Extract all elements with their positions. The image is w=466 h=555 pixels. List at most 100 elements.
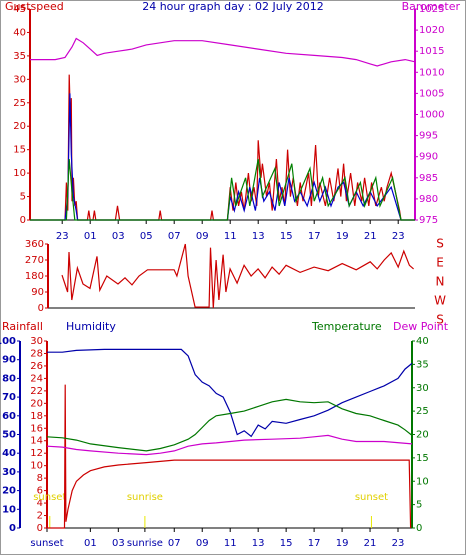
- y-tick-label: 40: [13, 27, 26, 38]
- legend-label: Barometer: [402, 0, 461, 13]
- y-tick-label: 70: [2, 392, 16, 403]
- x-tick-label: 15: [280, 538, 293, 549]
- y-tick-label: 16: [30, 423, 43, 434]
- compass-label: S: [436, 313, 444, 327]
- y-tick-label: 0: [20, 215, 26, 226]
- y-tick-label: 1010: [419, 67, 444, 78]
- y-tick-label: 1000: [419, 110, 444, 121]
- y-tick-label: 1025: [419, 4, 444, 15]
- y-tick-label: 30: [416, 383, 429, 394]
- y-tick-label: 30: [30, 336, 43, 347]
- chart-title: 24 hour graph day : 02 July 2012: [142, 0, 324, 13]
- y-tick-label: 6: [37, 486, 43, 497]
- x-tick-label: 01: [84, 231, 97, 242]
- legend-label: Gustspeed: [5, 0, 64, 13]
- y-tick-label: 40: [416, 336, 429, 347]
- series-line: [47, 348, 413, 438]
- y-tick-label: 0: [9, 523, 16, 534]
- y-tick-label: 14: [30, 436, 43, 447]
- x-tick-label: 17: [308, 538, 321, 549]
- legend-label: Temperature: [311, 320, 382, 333]
- x-tick-label: 01: [84, 538, 97, 549]
- x-tick-label: 09: [196, 231, 209, 242]
- y-tick-label: 5: [416, 500, 422, 511]
- series-line: [46, 398, 413, 452]
- x-tick-label: 13: [252, 231, 265, 242]
- compass-label: S: [436, 237, 444, 251]
- legend-label: Humidity: [66, 320, 116, 333]
- y-tick-label: 30: [13, 74, 26, 85]
- x-tick-label: 07: [168, 538, 181, 549]
- y-tick-label: 25: [13, 98, 26, 109]
- x-tick-label: 05: [140, 231, 153, 242]
- y-tick-label: 10: [416, 476, 429, 487]
- y-tick-label: 995: [419, 131, 438, 142]
- y-tick-label: 35: [13, 51, 26, 62]
- y-tick-label: 24: [30, 373, 43, 384]
- x-tick-label: 03: [112, 538, 125, 549]
- x-tick-label: 03: [112, 231, 125, 242]
- y-tick-label: 1015: [419, 46, 444, 57]
- y-tick-label: 4: [37, 498, 43, 509]
- legend-label: Rainfall: [2, 320, 43, 333]
- y-tick-label: 8: [37, 473, 43, 484]
- y-tick-label: 30: [2, 467, 16, 478]
- y-tick-label: 980: [419, 194, 438, 205]
- x-tick-label: sunset: [30, 538, 63, 549]
- y-tick-label: 20: [2, 486, 16, 497]
- series-line: [46, 434, 413, 456]
- y-tick-label: 26: [30, 361, 43, 372]
- x-tick-label: 07: [168, 231, 181, 242]
- x-tick-label: 17: [308, 231, 321, 242]
- x-tick-label: 19: [336, 538, 349, 549]
- x-tick-label: 11: [224, 538, 237, 549]
- y-tick-label: 180: [25, 271, 44, 282]
- y-tick-label: 0: [37, 523, 43, 534]
- y-tick-label: 10: [30, 461, 43, 472]
- y-tick-label: 12: [30, 448, 43, 459]
- series-line: [30, 93, 415, 221]
- y-tick-label: 25: [416, 406, 429, 417]
- y-tick-label: 990: [419, 152, 438, 163]
- legend-label: Dew Point: [393, 320, 449, 333]
- y-tick-label: 35: [416, 359, 429, 370]
- y-tick-label: 45: [13, 4, 26, 15]
- series-line: [30, 74, 415, 221]
- y-tick-label: 1020: [419, 25, 444, 36]
- x-tick-label: 15: [280, 231, 293, 242]
- y-tick-label: 90: [31, 287, 44, 298]
- x-tick-label: 21: [364, 231, 377, 242]
- x-tick-label: 09: [196, 538, 209, 549]
- y-tick-label: 20: [416, 430, 429, 441]
- y-tick-label: 50: [2, 430, 16, 441]
- y-tick-label: 100: [0, 336, 16, 347]
- y-tick-label: 15: [13, 145, 26, 156]
- annotation: sunset: [33, 492, 66, 503]
- y-tick-label: 2: [37, 511, 43, 522]
- series-line: [30, 158, 415, 221]
- compass-label: E: [436, 256, 444, 270]
- annotation: sunset: [355, 492, 388, 503]
- y-tick-label: 5: [20, 192, 26, 203]
- annotation: sunrise: [127, 492, 163, 503]
- y-tick-label: 270: [25, 255, 44, 266]
- y-tick-label: 60: [2, 411, 16, 422]
- y-tick-label: 1005: [419, 88, 444, 99]
- y-tick-label: 975: [419, 215, 438, 226]
- x-tick-label: 19: [336, 231, 349, 242]
- y-tick-label: 360: [25, 239, 44, 250]
- y-tick-label: 985: [419, 173, 438, 184]
- compass-label: W: [434, 294, 446, 308]
- compass-label: N: [436, 275, 445, 289]
- x-tick-label: 11: [224, 231, 237, 242]
- x-tick-label: 21: [364, 538, 377, 549]
- series-line: [47, 384, 412, 529]
- x-tick-label: 23: [392, 538, 405, 549]
- y-tick-label: 90: [2, 355, 16, 366]
- x-tick-label: 23: [56, 231, 69, 242]
- y-tick-label: 40: [2, 448, 16, 459]
- x-tick-label: sunrise: [127, 538, 163, 549]
- y-tick-label: 15: [416, 453, 429, 464]
